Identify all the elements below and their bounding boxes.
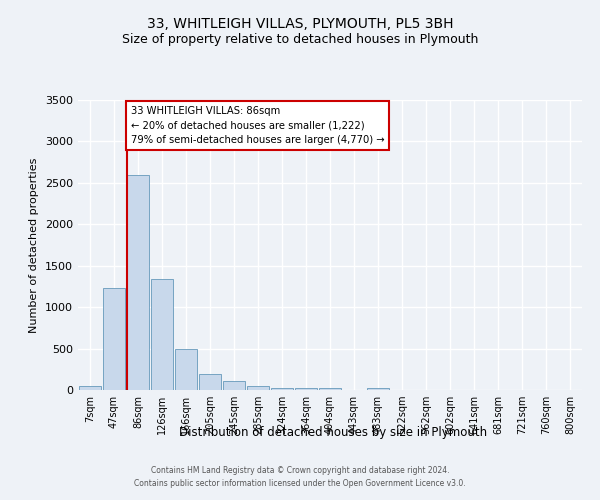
Bar bbox=[271, 388, 293, 390]
Text: Contains HM Land Registry data © Crown copyright and database right 2024.
Contai: Contains HM Land Registry data © Crown c… bbox=[134, 466, 466, 487]
Text: 33, WHITLEIGH VILLAS, PLYMOUTH, PL5 3BH: 33, WHITLEIGH VILLAS, PLYMOUTH, PL5 3BH bbox=[147, 18, 453, 32]
Text: 33 WHITLEIGH VILLAS: 86sqm
← 20% of detached houses are smaller (1,222)
79% of s: 33 WHITLEIGH VILLAS: 86sqm ← 20% of deta… bbox=[131, 106, 385, 146]
Bar bbox=[151, 278, 173, 390]
Bar bbox=[79, 386, 101, 390]
Text: Size of property relative to detached houses in Plymouth: Size of property relative to detached ho… bbox=[122, 32, 478, 46]
Bar bbox=[103, 288, 125, 390]
Text: Distribution of detached houses by size in Plymouth: Distribution of detached houses by size … bbox=[179, 426, 487, 439]
Bar bbox=[127, 176, 149, 390]
Bar bbox=[199, 374, 221, 390]
Bar bbox=[247, 386, 269, 390]
Bar bbox=[295, 388, 317, 390]
Y-axis label: Number of detached properties: Number of detached properties bbox=[29, 158, 40, 332]
Bar bbox=[319, 388, 341, 390]
Bar bbox=[367, 388, 389, 390]
Bar bbox=[223, 381, 245, 390]
Bar bbox=[175, 348, 197, 390]
